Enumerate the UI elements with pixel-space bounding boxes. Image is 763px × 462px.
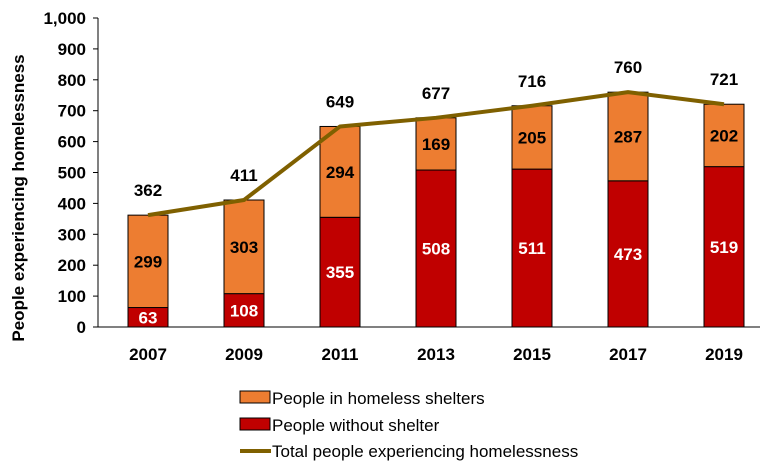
bar-in-shelters xyxy=(127,214,169,309)
x-tick-label: 2017 xyxy=(609,345,647,364)
y-tick-label: 600 xyxy=(58,133,86,152)
label-without-shelter: 355 xyxy=(326,263,354,282)
y-tick-label: 100 xyxy=(58,287,86,306)
y-tick-label: 500 xyxy=(58,164,86,183)
legend-swatch xyxy=(239,390,271,404)
label-without-shelter: 63 xyxy=(139,308,158,327)
bar-without-shelter xyxy=(415,169,457,328)
x-tick-label: 2011 xyxy=(322,345,359,364)
bar-without-shelter xyxy=(607,180,649,328)
x-tick-label: 2007 xyxy=(129,345,167,364)
total-line xyxy=(147,90,725,218)
label-without-shelter: 511 xyxy=(518,239,545,258)
x-tick-label: 2009 xyxy=(225,345,263,364)
total-label: 649 xyxy=(326,92,354,111)
y-axis: 0 100 200 300 400 500 600 700 800 900 1,000 xyxy=(43,9,99,337)
total-line-path xyxy=(147,90,725,218)
y-tick-label: 700 xyxy=(58,102,86,121)
bar-without-shelter xyxy=(703,166,745,328)
x-tick-label: 2013 xyxy=(417,345,455,364)
legend-label: People without shelter xyxy=(272,416,440,435)
label-in-shelters: 205 xyxy=(518,128,546,147)
label-without-shelter: 519 xyxy=(710,238,738,257)
label-in-shelters: 169 xyxy=(422,135,450,154)
label-in-shelters: 287 xyxy=(614,128,642,147)
label-without-shelter: 473 xyxy=(614,245,642,264)
total-label: 721 xyxy=(710,70,738,89)
legend-label: Total people experiencing homelessness xyxy=(272,442,578,461)
legend: People in homeless shelters People withou… xyxy=(239,389,578,461)
total-label: 411 xyxy=(230,166,257,185)
bar-in-shelters xyxy=(511,105,553,170)
y-tick-label: 300 xyxy=(58,225,86,244)
label-in-shelters: 299 xyxy=(134,252,162,271)
bar-in-shelters xyxy=(223,199,265,295)
label-without-shelter: 108 xyxy=(230,301,258,320)
label-in-shelters: 202 xyxy=(710,126,738,145)
y-tick-label: 400 xyxy=(58,194,86,213)
label-in-shelters: 303 xyxy=(230,238,258,257)
label-in-shelters: 294 xyxy=(326,163,355,182)
x-tick-label: 2019 xyxy=(705,345,743,364)
x-tick-label: 2015 xyxy=(513,345,551,364)
total-label: 677 xyxy=(422,84,450,103)
total-label: 760 xyxy=(614,58,642,77)
bar-in-shelters xyxy=(319,125,361,218)
x-axis: 2007 2009 2011 2013 2015 2017 2019 xyxy=(98,326,760,364)
bars xyxy=(127,91,745,328)
bar-without-shelter xyxy=(319,216,361,328)
bar-in-shelters xyxy=(703,103,745,168)
y-tick-label: 1,000 xyxy=(43,9,86,28)
y-axis-title: People experiencing homelessness xyxy=(9,54,28,341)
total-label: 362 xyxy=(134,181,162,200)
total-label: 716 xyxy=(518,72,546,91)
y-tick-label: 200 xyxy=(58,256,86,275)
bar-in-shelters xyxy=(607,91,649,182)
bar-without-shelter xyxy=(511,168,553,328)
y-tick-label: 0 xyxy=(77,318,86,337)
data-labels: 63 299 108 303 355 294 508 169 511 205 473 287 519 20… xyxy=(134,58,738,327)
legend-swatch xyxy=(239,417,271,431)
label-without-shelter: 508 xyxy=(422,240,450,259)
y-tick-label: 800 xyxy=(58,71,86,90)
y-tick-label: 900 xyxy=(58,40,86,59)
legend-label: People in homeless shelters xyxy=(272,389,485,408)
